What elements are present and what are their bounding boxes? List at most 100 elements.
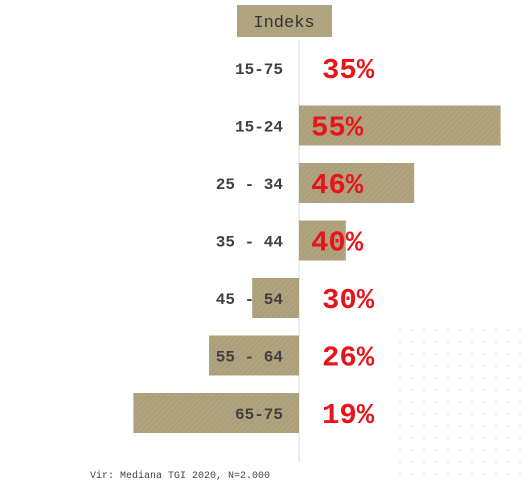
decorative-dot-grid — [399, 329, 521, 475]
category-label: 15-24 — [235, 119, 283, 137]
grid-dot — [447, 329, 449, 331]
grid-dot — [507, 473, 509, 475]
grid-dot — [495, 341, 497, 343]
grid-dot — [495, 413, 497, 415]
grid-dot — [423, 449, 425, 451]
grid-dot — [519, 413, 521, 415]
grid-dot — [435, 473, 437, 475]
grid-dot — [447, 377, 449, 379]
grid-dot — [459, 377, 461, 379]
grid-dot — [483, 389, 485, 391]
grid-dot — [483, 425, 485, 427]
grid-dot — [435, 365, 437, 367]
grid-dot — [495, 377, 497, 379]
grid-dot — [495, 329, 497, 331]
category-label: 35 - 44 — [216, 234, 284, 252]
grid-dot — [471, 377, 473, 379]
grid-dot — [519, 341, 521, 343]
grid-dot — [411, 449, 413, 451]
grid-dot — [435, 461, 437, 463]
grid-dot — [483, 461, 485, 463]
grid-dot — [507, 437, 509, 439]
grid-dot — [399, 341, 401, 343]
grid-dot — [411, 329, 413, 331]
grid-dot — [471, 425, 473, 427]
grid-dot — [471, 473, 473, 475]
grid-dot — [423, 365, 425, 367]
grid-dot — [411, 341, 413, 343]
chart-title: Indeks — [253, 14, 314, 33]
grid-dot — [483, 473, 485, 475]
value-label: 40% — [311, 227, 364, 260]
grid-dot — [459, 473, 461, 475]
bar — [299, 163, 415, 203]
grid-dot — [507, 449, 509, 451]
grid-dot — [519, 401, 521, 403]
grid-dot — [471, 389, 473, 391]
grid-dot — [423, 413, 425, 415]
grid-dot — [495, 365, 497, 367]
grid-dot — [447, 341, 449, 343]
grid-dot — [519, 461, 521, 463]
grid-dot — [507, 389, 509, 391]
grid-dot — [435, 401, 437, 403]
grid-dot — [423, 341, 425, 343]
grid-dot — [459, 389, 461, 391]
grid-dot — [423, 389, 425, 391]
grid-dot — [435, 449, 437, 451]
grid-dot — [423, 353, 425, 355]
grid-dot — [471, 401, 473, 403]
grid-dot — [423, 377, 425, 379]
grid-dot — [471, 353, 473, 355]
grid-dot — [399, 437, 401, 439]
grid-dot — [459, 425, 461, 427]
grid-dot — [507, 365, 509, 367]
grid-dot — [519, 329, 521, 331]
grid-dot — [399, 425, 401, 427]
grid-dot — [423, 437, 425, 439]
grid-dot — [399, 389, 401, 391]
category-label: 55 - 64 — [216, 349, 284, 367]
grid-dot — [483, 413, 485, 415]
grid-dot — [411, 461, 413, 463]
grid-dot — [471, 437, 473, 439]
grid-dot — [447, 461, 449, 463]
grid-dot — [411, 437, 413, 439]
grid-dot — [447, 437, 449, 439]
grid-dot — [399, 413, 401, 415]
grid-dot — [411, 473, 413, 475]
category-label: 65-75 — [235, 406, 283, 424]
source-note: Vir: Mediana TGI 2020, N=2.000 — [90, 470, 270, 482]
grid-dot — [399, 353, 401, 355]
value-label: 35% — [322, 54, 375, 87]
grid-dot — [411, 401, 413, 403]
header-box — [237, 5, 332, 37]
grid-dot — [399, 329, 401, 331]
grid-dot — [459, 461, 461, 463]
grid-dot — [423, 401, 425, 403]
grid-dot — [447, 449, 449, 451]
grid-dot — [519, 377, 521, 379]
grid-dot — [471, 449, 473, 451]
grid-dot — [435, 425, 437, 427]
grid-dot — [483, 401, 485, 403]
category-label: 25 - 34 — [216, 176, 284, 194]
grid-dot — [447, 353, 449, 355]
grid-dot — [483, 449, 485, 451]
grid-dot — [411, 413, 413, 415]
grid-dot — [435, 413, 437, 415]
grid-dot — [519, 437, 521, 439]
grid-dot — [507, 341, 509, 343]
grid-dot — [507, 329, 509, 331]
bar — [299, 220, 346, 261]
grid-dot — [399, 473, 401, 475]
grid-dot — [507, 353, 509, 355]
value-label: 30% — [322, 284, 375, 317]
grid-dot — [411, 389, 413, 391]
bar — [133, 393, 299, 433]
value-label: 26% — [322, 342, 375, 375]
grid-dot — [411, 365, 413, 367]
grid-dot — [447, 425, 449, 427]
grid-dot — [507, 377, 509, 379]
grid-dot — [459, 341, 461, 343]
